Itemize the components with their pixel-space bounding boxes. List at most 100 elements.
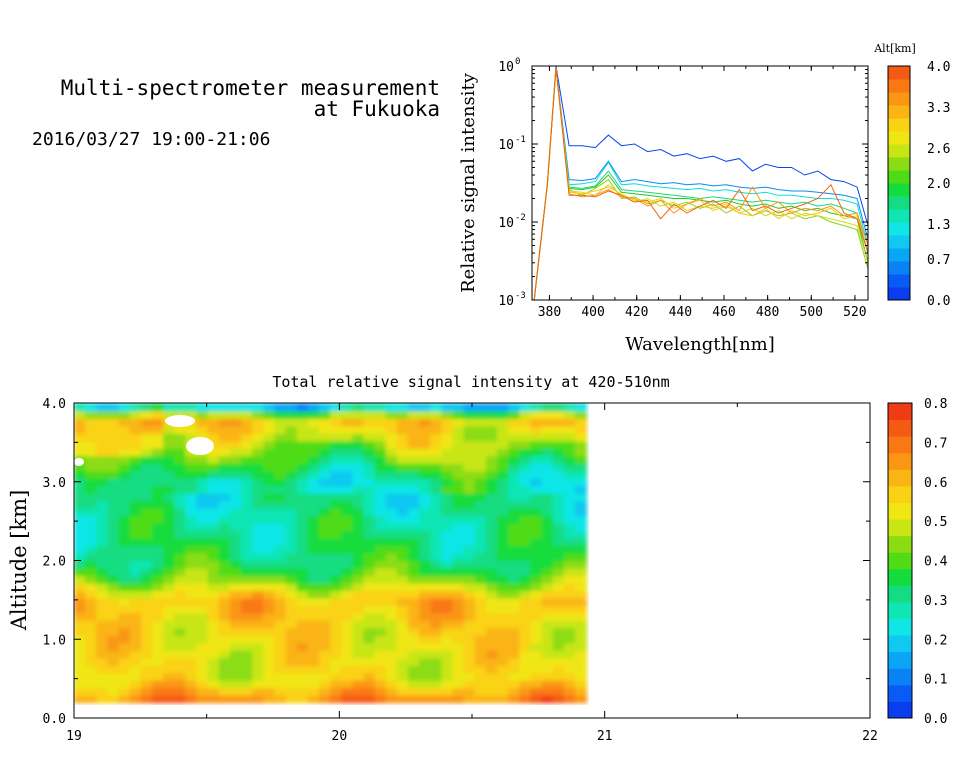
heatmap-cell	[530, 612, 543, 621]
heatmap-cell	[85, 432, 98, 442]
heatmap-cell	[363, 500, 376, 509]
heatmap-cell	[519, 590, 532, 599]
heatmap-cell	[341, 530, 354, 539]
intensity-colorbar-frame	[887, 402, 913, 719]
heatmap-cell	[575, 567, 588, 577]
heatmap-cell	[318, 642, 331, 651]
heatmap-cell	[318, 620, 331, 629]
heatmap-cell	[363, 440, 376, 449]
spectrum-y-tick-exponent-1: -2	[515, 213, 526, 223]
heatmap-cell	[96, 597, 109, 606]
heatmap-cell	[485, 418, 498, 427]
heatmap-cell	[85, 462, 98, 472]
heatmap-cell	[563, 545, 576, 554]
intensity-colorbar-tick-label-8: 0.8	[924, 397, 947, 412]
heatmap-cell	[307, 694, 320, 704]
heatmap-cell	[575, 664, 588, 674]
heatmap-cell	[274, 500, 287, 509]
heatmap-cell	[174, 440, 187, 449]
heatmap-cell	[274, 447, 287, 457]
intensity-colorbar: 0.00.10.20.30.40.50.60.70.8	[887, 397, 948, 727]
heatmap-cell	[352, 552, 365, 562]
intensity-colorbar-swatch-1	[888, 684, 912, 702]
heatmap-cell	[419, 575, 432, 584]
heatmap-cell	[485, 507, 498, 517]
heatmap-cell	[151, 649, 164, 659]
heatmap-cell	[252, 470, 265, 479]
heatmap-cell	[263, 432, 276, 442]
heatmap-cell	[318, 627, 331, 636]
heatmap-cell	[74, 575, 87, 584]
heatmap-cell	[363, 634, 376, 644]
heatmap-cell	[552, 440, 565, 449]
heatmap-cell	[374, 537, 387, 547]
heatmap-cell	[318, 545, 331, 554]
heatmap-cell	[485, 567, 498, 577]
spectrum-x-tick-label-7: 520	[843, 305, 866, 320]
heatmap-cell	[474, 455, 487, 464]
heatmap-cell	[74, 567, 87, 577]
heatmap-cell	[163, 672, 176, 681]
heatmap-cell	[408, 447, 421, 457]
heatmap-cell	[151, 522, 164, 532]
heatmap-x-ticks: 19 20 21 22	[66, 403, 878, 744]
heatmap-cell	[129, 455, 142, 464]
heatmap-cell	[229, 522, 242, 532]
heatmap-cell	[463, 522, 476, 532]
heatmap-cell	[140, 575, 153, 584]
heatmap-cell	[497, 462, 510, 472]
heatmap-cell	[196, 403, 209, 412]
heatmap-cell	[118, 694, 131, 704]
heatmap-cell	[575, 590, 588, 599]
heatmap-cell	[541, 620, 554, 629]
heatmap-cell	[74, 694, 87, 704]
heatmap-cell	[151, 477, 164, 487]
heatmap-cell	[430, 657, 443, 666]
heatmap-cell	[129, 515, 142, 524]
heatmap-cell	[485, 530, 498, 539]
heatmap-cell	[419, 590, 432, 599]
heatmap-cell	[196, 687, 209, 696]
heatmap-cell	[430, 410, 443, 419]
heatmap-cell	[552, 485, 565, 494]
heatmap-cell	[274, 597, 287, 606]
heatmap-cell	[85, 418, 98, 427]
heatmap-cell	[163, 657, 176, 666]
heatmap-cell	[140, 530, 153, 539]
heatmap-cell	[508, 679, 521, 689]
heatmap-cell	[341, 537, 354, 547]
heatmap-cell	[352, 530, 365, 539]
heatmap-cell	[419, 418, 432, 427]
heatmap-cell	[396, 545, 409, 554]
heatmap-cell	[452, 470, 465, 479]
heatmap-cell	[252, 552, 265, 562]
heatmap-cell	[563, 679, 576, 689]
heatmap-cell	[285, 552, 298, 562]
heatmap-cell	[541, 575, 554, 584]
heatmap-cell	[363, 694, 376, 704]
heatmap-cell	[374, 657, 387, 666]
heatmap-cell	[452, 403, 465, 412]
heatmap-cell	[363, 620, 376, 629]
heatmap-cell	[352, 500, 365, 509]
heatmap-cell	[563, 440, 576, 449]
heatmap-cell	[118, 447, 131, 457]
heatmap-cell	[474, 522, 487, 532]
heatmap-cell	[74, 649, 87, 659]
heatmap-cell	[274, 567, 287, 577]
heatmap-cell	[274, 545, 287, 554]
heatmap-cell	[497, 560, 510, 569]
heatmap-cell	[419, 597, 432, 606]
heatmap-cell	[463, 679, 476, 689]
heatmap-cell	[341, 627, 354, 636]
heatmap-cell	[408, 500, 421, 509]
heatmap-cell	[419, 522, 432, 532]
heatmap-cell	[174, 432, 187, 442]
heatmap-cell	[452, 679, 465, 689]
heatmap-cell	[519, 545, 532, 554]
heatmap-cell	[263, 679, 276, 689]
heatmap-cell	[274, 649, 287, 659]
altitude-colorbar: Alt[km] 0.00.71.32.02.63.34.0	[873, 42, 950, 309]
heatmap-cell	[129, 657, 142, 666]
heatmap-cell	[552, 418, 565, 427]
